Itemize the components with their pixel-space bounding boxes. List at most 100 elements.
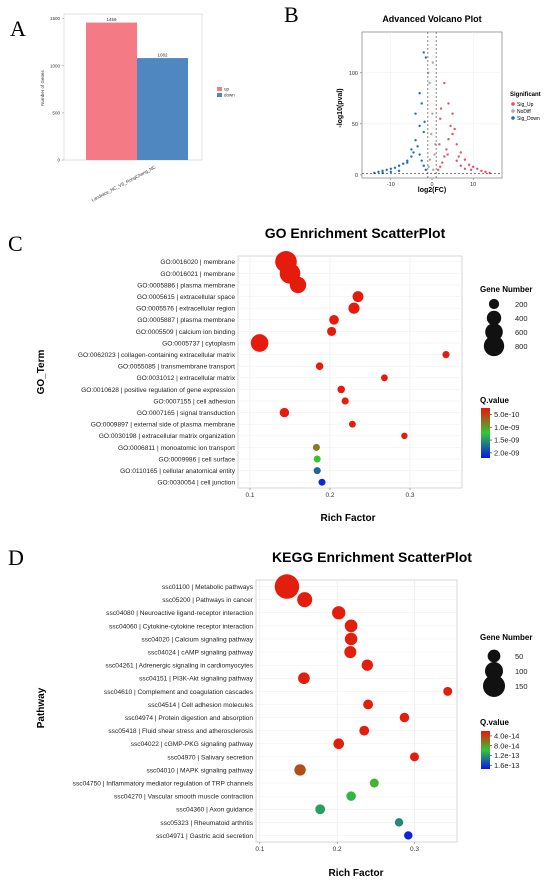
panel-c-label-go-0009986: GO:0009986 | cell surface: [159, 456, 236, 463]
point-sig-up: [463, 158, 467, 161]
legend-dot-nodiff: [511, 109, 515, 113]
panel-a-ylabel: Number of Genes: [40, 69, 45, 105]
panel-d-dot-ssc04261: [361, 659, 374, 671]
panel-d-label-ssc05323: ssc05323 | Rheumatoid arthritis: [160, 820, 253, 827]
point-sig-down: [422, 130, 425, 134]
panel-c-label-go-0005737: GO:0005737 | cytoplasm: [162, 340, 235, 347]
panel-c-dot-go-0005509: [327, 326, 337, 336]
panel-c-size-legend-label-200: 200: [515, 300, 528, 309]
panel-c-size-legend-label-400: 400: [515, 314, 528, 323]
panel-d-color-legend-label: 4.0e-14: [494, 732, 519, 741]
panel-d-label-ssc05200: ssc05200 | Pathways in cancer: [162, 597, 254, 604]
point-nodiff: [428, 81, 431, 85]
panel-d-label-ssc01100: ssc01100 | Metabolic pathways: [162, 584, 254, 591]
point-nodiff: [431, 112, 434, 115]
panel-d-label-ssc04024: ssc04024 | cAMP signaling pathway: [148, 649, 254, 656]
panel-c-size-legend-label-600: 600: [515, 328, 528, 337]
panel-a-bar-chart: 0 500 1000 1500 Number of Genes 1459 1082 La…: [40, 13, 235, 203]
panel-a-ytick-label: 1500: [50, 16, 61, 21]
panel-c-label-go-0030054: GO:0030054 | cell junction: [157, 480, 235, 487]
point-sig-up: [439, 165, 442, 168]
panel-c-dot-go-0062023: [442, 351, 450, 359]
panel-d-dot-ssc04010: [294, 764, 306, 776]
panel-c-color-legend-label: 5.0e-10: [494, 410, 519, 419]
panel-d-color-legend: 4.0e-148.0e-141.2e-131.6e-13: [481, 731, 519, 770]
panel-c-label-go-0005887: GO:0005887 | plasma membrane: [137, 317, 235, 324]
point-sig-up: [453, 127, 456, 131]
panel-c-dot-go-0030198: [401, 432, 408, 440]
panel-d-size-legend-dot-150: [482, 674, 506, 698]
panel-d-dot-ssc04020: [344, 632, 358, 646]
panel-d-plot-area: [255, 579, 458, 843]
legend-swatch-down: [217, 93, 222, 97]
panel-d-dot-ssc04022: [333, 738, 345, 750]
panel-b-ylabel: -log10(pval): [337, 88, 344, 127]
panel-d-size-legend-label-50: 50: [515, 652, 523, 661]
point-sig-down: [418, 92, 421, 95]
panel-d-size-legend-label-100: 100: [515, 667, 528, 676]
panel-c-term-labels: GO:0016020 | membrane GO:0016021 | membra…: [78, 259, 236, 486]
panel-c-dot-go-0031012: [380, 374, 388, 382]
panel-c-label-go-0110165: GO:0110165 | cellular anatomical entity: [120, 468, 236, 475]
point-nodiff: [428, 158, 432, 161]
point-sig-up: [445, 148, 448, 151]
panel-d-label-ssc04974: ssc04974 | Protein digestion and absorpt…: [125, 715, 254, 722]
panel-c-label-go-0030198: GO:0030198 | extracellular matrix organi…: [99, 433, 236, 440]
point-sig-up: [449, 124, 452, 128]
panel-d-label-ssc04270: ssc04270 | Vascular smooth muscle contra…: [114, 794, 253, 801]
panel-d-color-bar: [481, 731, 490, 769]
panel-a-bar-up: [86, 22, 137, 161]
panel-b-xtick-label: -10: [387, 182, 395, 188]
point-sig-up: [467, 163, 471, 166]
panel-c-dot-go-0005737: [250, 334, 269, 352]
panel-d-xtick-label: 0.2: [333, 846, 342, 853]
panel-c-label-go-0005509: GO:0005509 | calcium ion binding: [136, 329, 236, 336]
panel-c-gridlines: [238, 256, 462, 488]
point-sig-down: [381, 169, 384, 173]
point-sig-up: [443, 155, 446, 158]
panel-c-dot-go-0055085: [315, 362, 324, 370]
point-sig-up: [457, 155, 460, 158]
panel-a-ytick-label: 500: [52, 110, 60, 115]
panel-d-label-ssc04080: ssc04080 | Neuroactive ligand-receptor i…: [106, 610, 253, 617]
panel-a-y-axis: 0 500 1000 1500: [50, 16, 64, 163]
panel-c-plot-area: [237, 255, 463, 489]
point-sig-up: [459, 164, 463, 167]
legend-label-up: up: [224, 87, 230, 92]
panel-d-xlabel: Rich Factor: [328, 868, 383, 879]
panel-c-dot-go-0007155: [341, 397, 349, 405]
point-sig-up: [439, 107, 443, 110]
point-sig-down: [377, 170, 380, 174]
panel-c-size-legend-label-800: 800: [515, 342, 528, 351]
panel-c-label-go-0005576: GO:0005576 | extracellular region: [136, 306, 235, 313]
panel-c-label-go-0009897: GO:0009897 | external side of plasma mem…: [91, 422, 236, 429]
panel-d-dot-ssc05200: [297, 592, 313, 608]
point-sig-up: [476, 167, 479, 171]
point-sig-up: [446, 153, 449, 156]
panel-b-xtick-label: 10: [470, 182, 476, 188]
panel-c-size-legend-dot-200: [488, 298, 500, 310]
panel-b-xlabel: log2(FC): [418, 187, 446, 194]
panel-c-title: GO Enrichment ScatterPlot: [265, 225, 446, 241]
panel-d-label-ssc04360: ssc04360 | Axon guidance: [176, 807, 253, 814]
point-sig-down: [418, 153, 421, 156]
panel-a-ytick-label: 1000: [50, 63, 61, 68]
panel-d-label-ssc04022: ssc04022 | cGMP-PKG signaling pathway: [131, 741, 254, 748]
panel-d-label-ssc04971: ssc04971 | Gastric acid secretion: [156, 833, 253, 840]
panel-c-dots: [250, 250, 450, 486]
panel-a-ytick-label: 0: [57, 158, 60, 163]
panel-b-ytick-label: 0: [355, 173, 358, 179]
panel-c-dot-go-0007165: [279, 407, 290, 418]
panel-b-xtick-label: 0: [430, 182, 433, 188]
panel-c-xlabel: Rich Factor: [320, 513, 375, 524]
panel-c-dot-go-0005615: [352, 291, 364, 303]
point-sig-up: [463, 167, 467, 171]
panel-c-color-legend-title: Q.value: [480, 396, 509, 405]
legend-dot-sig-up: [511, 102, 515, 106]
panel-c-dot-go-0110165: [313, 467, 321, 475]
panel-d-dot-ssc04360: [315, 804, 326, 815]
panel-c-label-go-0010628: GO:0010628 | positive regulation of gene…: [81, 387, 235, 394]
point-sig-down: [414, 139, 417, 142]
point-sig-up: [484, 170, 487, 174]
